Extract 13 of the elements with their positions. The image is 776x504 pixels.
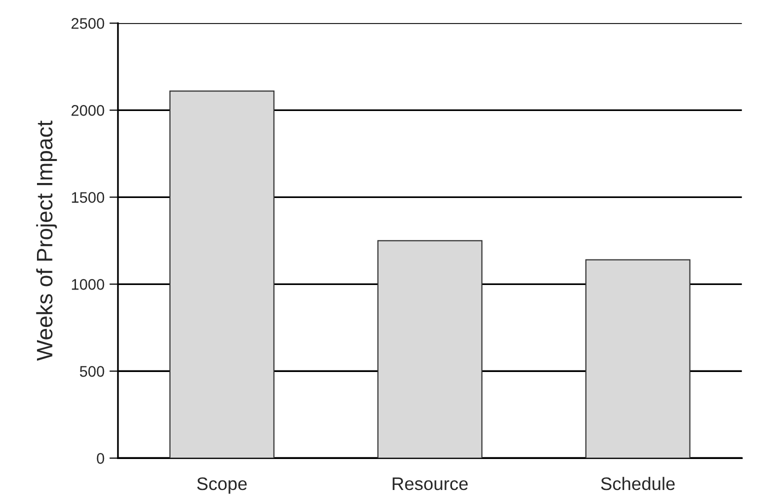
y-tick-label: 1500 xyxy=(72,192,104,203)
y-tick-label: 2500 xyxy=(72,18,104,29)
y-tick-label: 0 xyxy=(96,453,104,464)
y-tick-label: 2000 xyxy=(72,105,104,116)
bar xyxy=(585,259,690,458)
x-tick-label: Scope xyxy=(197,477,247,494)
y-tick-label: 1000 xyxy=(72,279,104,290)
y-axis-title: Weeks of Project Impact xyxy=(36,120,57,361)
x-tick-label: Resource xyxy=(392,478,468,490)
bar xyxy=(377,240,482,458)
x-tick-label: Schedule xyxy=(601,476,675,490)
y-tick-label: 500 xyxy=(80,366,104,377)
bar xyxy=(169,90,274,458)
